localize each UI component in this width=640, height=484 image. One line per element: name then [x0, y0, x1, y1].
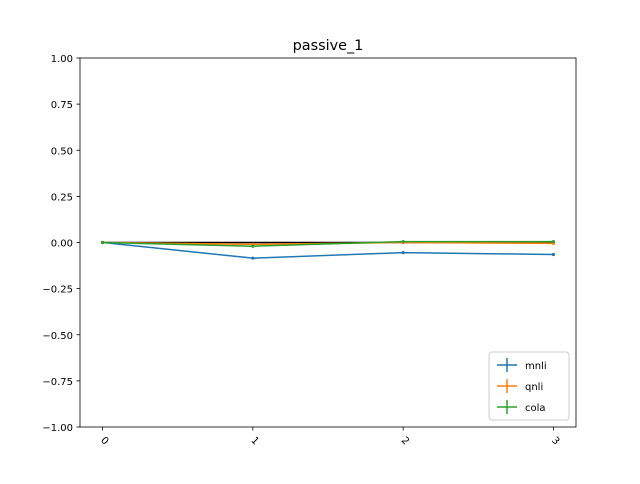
data-point-cola-3 [551, 239, 556, 244]
data-point-cola-2 [401, 239, 405, 244]
y-tick-label: 0.00 [51, 239, 73, 250]
series-line-mnli [102, 241, 554, 259]
legend-label-cola: cola [525, 403, 546, 414]
axes: −1.00 −0.75 −0.50 −0.25 0.00 0.25 0.50 0.75 1.00… [42, 54, 577, 447]
data-point-cola-1 [251, 244, 255, 248]
data-point-mnli-2 [401, 251, 405, 255]
data-point-cola-0 [100, 240, 105, 245]
y-tick-label: 0.75 [51, 100, 73, 111]
data-point-mnli-1 [251, 256, 255, 260]
y-tick-label: −0.75 [42, 377, 73, 388]
y-tick-label: −0.50 [42, 331, 73, 342]
plot-area [100, 239, 556, 260]
y-tick-label: −0.25 [42, 285, 73, 296]
legend: mnli qnli cola [488, 351, 570, 421]
y-tick-label: 0.50 [51, 146, 73, 157]
series-line-cola [102, 240, 554, 247]
y-tick-label: 0.25 [51, 192, 73, 203]
y-tick-label: −1.00 [42, 423, 73, 434]
legend-label-mnli: mnli [525, 361, 547, 372]
legend-label-qnli: qnli [525, 382, 543, 393]
data-point-mnli-3 [551, 252, 556, 257]
y-tick-label: 1.00 [51, 54, 73, 65]
legend-box [488, 351, 570, 421]
chart-title: passive_1 [293, 38, 364, 54]
